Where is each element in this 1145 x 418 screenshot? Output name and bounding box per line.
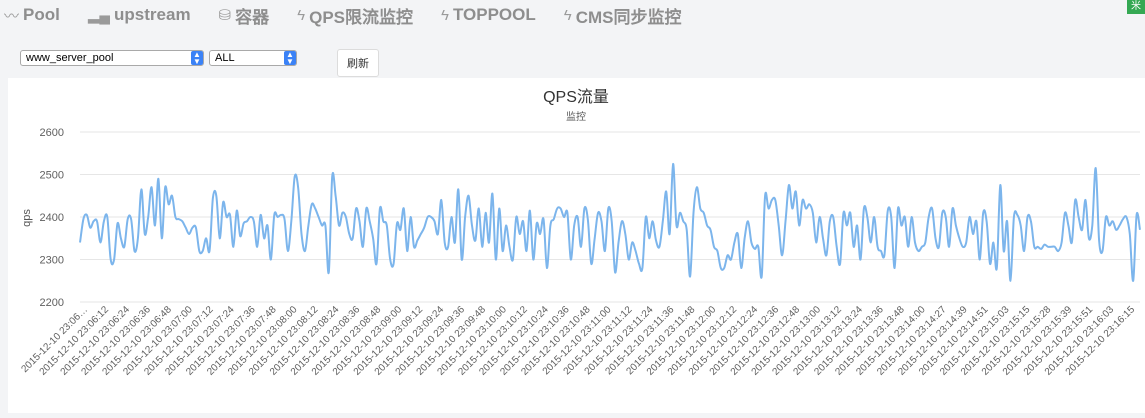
updown-arrow-icon: ▲ ▼ [191,51,203,66]
nav-label: CMS同步监控 [575,7,682,27]
series-line-qps[interactable] [79,162,1141,282]
bar-chart-icon: ▂▄ [87,7,111,24]
lightning-icon: ϟ [297,6,306,24]
y-tick-label: 2400 [40,212,64,224]
y-tick-label: 2500 [40,170,64,182]
scope-select[interactable]: ALL ▲ ▼ [209,50,297,66]
nav-upstream[interactable]: ▂▄ upstream [88,5,191,25]
updown-arrow-icon: ▲ ▼ [284,51,296,66]
scope-select-value: ALL [215,52,235,64]
corner-badge: 米 [1127,0,1145,14]
nav-pool[interactable]: 〰 Pool [4,5,60,26]
pool-select-value: www_server_pool [26,52,114,64]
y-tick-label: 2600 [40,127,64,139]
nav-qps-limit[interactable]: ϟ QPS限流监控 [297,3,413,28]
database-icon: ⛁ [218,7,232,24]
y-tick-label: 2300 [40,255,64,267]
nav-label: TOPPOOL [452,5,536,24]
y-tick-label: 2200 [40,297,64,309]
pool-select[interactable]: www_server_pool ▲ ▼ [20,50,204,66]
lightning-icon: ϟ [563,6,572,24]
refresh-button[interactable]: 刷新 [337,49,379,77]
nav-label: QPS限流监控 [309,7,413,27]
nav-toppool[interactable]: ϟ TOPPOOL [441,5,536,25]
filter-controls: www_server_pool ▲ ▼ ALL ▲ ▼ [20,50,297,66]
y-axis-title: qps [21,209,33,227]
lightning-icon: ϟ [441,6,449,24]
top-nav: 〰 Pool ▂▄ upstream ⛁ 容器 ϟ QPS限流监控 ϟ TOPP… [0,0,1145,30]
chart-panel: QPS流量 监控 qps 2200 2300 2400 2500 2600 2015-1… [8,78,1145,413]
chart-title: QPS流量 [543,88,609,106]
nav-label: upstream [114,5,191,24]
chart-subtitle: 监控 [566,110,586,123]
nav-label: 容器 [235,7,270,27]
nav-container[interactable]: ⛁ 容器 [219,3,270,28]
line-chart-icon: 〰 [4,7,20,25]
nav-cms-sync[interactable]: ϟ CMS同步监控 [564,3,682,28]
nav-label: Pool [23,5,60,24]
